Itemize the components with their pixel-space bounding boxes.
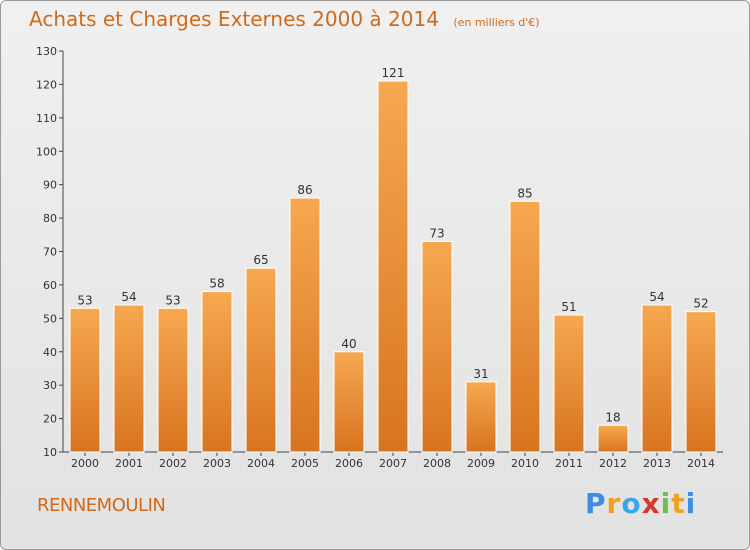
- chart-title-text: Achats et Charges Externes 2000 à 2014: [29, 7, 439, 31]
- y-tick-label: 80: [43, 212, 57, 225]
- x-tick-label: 2009: [467, 457, 495, 470]
- logo-letter: t: [671, 487, 686, 520]
- bar: [157, 307, 189, 453]
- bar: [685, 311, 717, 453]
- x-tick-label: 2011: [555, 457, 583, 470]
- y-tick-label: 10: [43, 446, 57, 459]
- y-tick-label: 20: [43, 413, 57, 426]
- chart-labels: 53 2000 54 2001 53 2002 58 2003 65 2004 86 2005 40 20…: [71, 66, 715, 470]
- bar: [421, 240, 453, 453]
- y-tick-label: 120: [36, 78, 57, 91]
- commune-name: RENNEMOULIN: [37, 495, 166, 516]
- bar-value-label: 65: [253, 253, 268, 267]
- bar-value-label: 54: [649, 290, 664, 304]
- bar: [465, 381, 497, 453]
- bar-value-label: 121: [382, 66, 405, 80]
- bar-value-label: 51: [561, 300, 576, 314]
- x-tick-label: 2003: [203, 457, 231, 470]
- x-tick-label: 2007: [379, 457, 407, 470]
- x-tick-label: 2006: [335, 457, 363, 470]
- x-tick-label: 2013: [643, 457, 671, 470]
- chart-bars: [69, 80, 717, 453]
- bar-value-label: 40: [341, 337, 356, 351]
- x-tick-label: 2005: [291, 457, 319, 470]
- y-tick-label: 90: [43, 179, 57, 192]
- bar: [289, 197, 321, 453]
- bar-value-label: 53: [165, 293, 180, 307]
- chart-title: Achats et Charges Externes 2000 à 2014 (…: [29, 7, 540, 31]
- bar: [69, 307, 101, 453]
- x-tick-label: 2014: [687, 457, 715, 470]
- bar-value-label: 73: [429, 226, 444, 240]
- x-tick-label: 2004: [247, 457, 275, 470]
- bar-value-label: 31: [473, 367, 488, 381]
- logo-letter: P: [585, 487, 607, 520]
- bar-value-label: 58: [209, 277, 224, 291]
- y-tick-label: 70: [43, 246, 57, 259]
- bar: [245, 267, 277, 453]
- bar-value-label: 86: [297, 183, 312, 197]
- x-tick-label: 2012: [599, 457, 627, 470]
- bar: [509, 200, 541, 453]
- y-tick-label: 50: [43, 312, 57, 325]
- y-tick-label: 40: [43, 346, 57, 359]
- bar: [377, 80, 409, 453]
- bar: [553, 314, 585, 453]
- y-tick-label: 130: [36, 45, 57, 58]
- bar-value-label: 53: [77, 293, 92, 307]
- bar-value-label: 18: [605, 410, 620, 424]
- x-tick-label: 2000: [71, 457, 99, 470]
- chart-subtitle: (en milliers d'€): [453, 16, 540, 29]
- bar: [597, 424, 629, 453]
- x-tick-label: 2008: [423, 457, 451, 470]
- x-tick-label: 2001: [115, 457, 143, 470]
- logo-letter: i: [685, 487, 697, 520]
- bar: [113, 304, 145, 453]
- bar-value-label: 54: [121, 290, 136, 304]
- logo-letter: i: [660, 487, 672, 520]
- logo-letter: r: [606, 487, 622, 520]
- y-tick-label: 60: [43, 279, 57, 292]
- bar: [333, 351, 365, 453]
- bar: [201, 291, 233, 453]
- bar-value-label: 85: [517, 186, 532, 200]
- logo-letter: o: [621, 487, 642, 520]
- y-tick-label: 110: [36, 112, 57, 125]
- proxiti-logo[interactable]: Proxiti: [585, 487, 696, 520]
- chart-axes: 10 20 30 40 50 60 70 80 90 100 110 120 130: [36, 45, 723, 459]
- logo-letter: x: [641, 487, 661, 520]
- x-tick-label: 2002: [159, 457, 187, 470]
- y-tick-label: 30: [43, 379, 57, 392]
- bar: [641, 304, 673, 453]
- bar-value-label: 52: [693, 297, 708, 311]
- x-tick-label: 2010: [511, 457, 539, 470]
- y-tick-label: 100: [36, 145, 57, 158]
